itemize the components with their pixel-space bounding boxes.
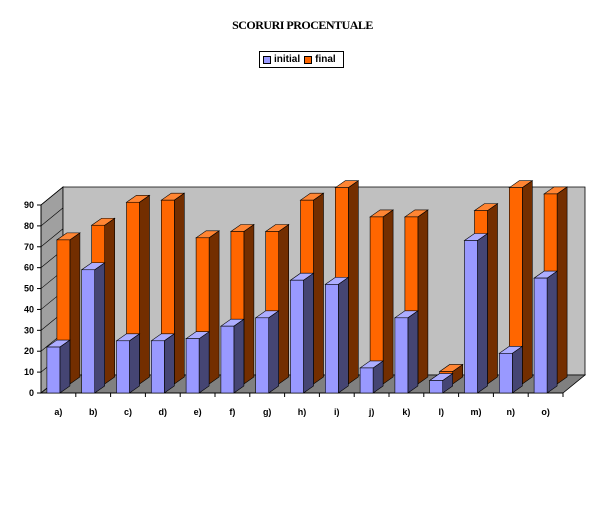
legend-item-final: final	[304, 54, 336, 65]
x-tick-label: m)	[471, 407, 482, 417]
bar-initial-3-side	[164, 333, 175, 394]
bar-initial-7-side	[303, 272, 314, 394]
legend-label-initial: initial	[274, 54, 301, 65]
y-grid-diagonal	[40, 186, 64, 206]
y-grid-diagonal	[40, 207, 64, 227]
bar-final-9-front	[369, 216, 384, 385]
bar-initial-1-front	[81, 269, 95, 394]
bar-final-14-side	[556, 186, 568, 385]
chart-legend: initial final	[259, 51, 344, 68]
y-tick-label: 50	[24, 284, 34, 294]
bar-initial-5-front	[220, 325, 235, 394]
x-tick-label: j)	[368, 407, 375, 417]
x-tick-label: l)	[438, 407, 444, 417]
y-tick-label: 20	[24, 346, 34, 356]
bar-initial-4-front	[185, 338, 200, 394]
bar-initial-12-front	[464, 240, 478, 394]
bar-initial-6-side	[268, 310, 280, 394]
bar-initial-2-front	[116, 340, 130, 394]
bar-final-12-side	[487, 203, 498, 385]
bar-final-0-side	[69, 232, 81, 385]
bar-final-6-side	[278, 223, 290, 385]
y-tick-label: 80	[24, 221, 34, 231]
bar-initial-0-front	[46, 346, 61, 394]
bar-initial-14-front	[533, 277, 548, 394]
bar-initial-6-front	[255, 317, 269, 394]
bar-initial-4-side	[198, 331, 210, 394]
bar-initial-10-front	[394, 317, 409, 394]
y-tick-label: 70	[24, 242, 34, 252]
x-tick-label: n)	[507, 407, 516, 417]
bar-initial-13-front	[498, 353, 513, 394]
bar-final-4-side	[208, 230, 220, 385]
x-tick-label: e)	[194, 407, 202, 417]
x-tick-label: d)	[159, 407, 168, 417]
x-tick-label: a)	[54, 407, 62, 417]
y-tick-label: 0	[29, 388, 34, 398]
y-tick-label: 90	[24, 200, 34, 210]
bar-initial-0-side	[59, 339, 71, 394]
legend-label-final: final	[315, 54, 336, 65]
bar-initial-5-side	[233, 318, 245, 394]
x-tick-label: c)	[124, 407, 132, 417]
y-tick-label: 30	[24, 325, 34, 335]
y-grid-diagonal	[40, 228, 64, 248]
bar-initial-9-front	[359, 367, 374, 394]
x-tick-label: h)	[298, 407, 307, 417]
x-tick-label: k)	[402, 407, 410, 417]
y-tick-label: 10	[24, 367, 34, 377]
bar-initial-12-side	[477, 232, 488, 394]
x-tick-label: g)	[263, 407, 272, 417]
bar-initial-3-front	[151, 340, 165, 394]
x-tick-label: o)	[541, 407, 550, 417]
bar-final-10-side	[417, 209, 429, 385]
legend-swatch-initial	[263, 55, 271, 64]
bar-initial-14-side	[546, 270, 558, 394]
bar-final-7-side	[313, 192, 324, 385]
y-tick-label: 60	[24, 263, 34, 273]
bar-initial-8-front	[324, 284, 339, 394]
bar-initial-10-side	[407, 310, 419, 394]
x-tick-label: b)	[89, 407, 98, 417]
bar-final-13-side	[521, 180, 533, 385]
bar-initial-13-side	[511, 345, 523, 394]
bar-initial-8-side	[337, 276, 349, 394]
bar-final-8-side	[347, 180, 359, 385]
chart-title: SCORURI PROCENTUALE	[232, 18, 373, 32]
bar-final-2-side	[139, 194, 150, 385]
bar-final-9-side	[382, 209, 394, 385]
bar-initial-1-side	[94, 262, 105, 394]
legend-swatch-final	[304, 55, 313, 64]
bar-initial-7-front	[290, 279, 304, 394]
x-tick-label: f)	[229, 407, 235, 417]
x-tick-label: i)	[334, 407, 340, 417]
bar-final-5-side	[243, 223, 255, 385]
legend-item-initial: initial	[263, 54, 300, 65]
bar-final-3-side	[174, 192, 185, 385]
bar-initial-2-side	[129, 333, 140, 394]
bar-final-1-side	[104, 217, 115, 385]
y-tick-label: 40	[24, 304, 34, 314]
bar-initial-11-front	[429, 380, 444, 394]
